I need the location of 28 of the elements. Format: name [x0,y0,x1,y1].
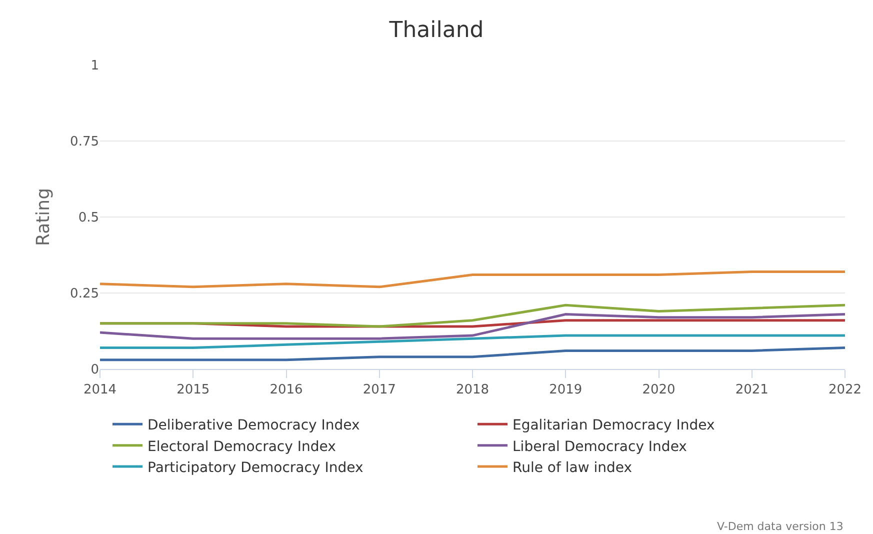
legend-label: Deliberative Democracy Index [148,418,360,434]
legend-label: Participatory Democracy Index [148,460,364,476]
x-tick-label: 2018 [456,382,490,398]
legend-label: Rule of law index [512,460,632,476]
x-tick-label: 2016 [270,382,303,398]
line-series [100,334,845,349]
line-series [100,304,845,328]
x-tick-label: 2021 [735,382,768,398]
legend-label: Electoral Democracy Index [148,438,336,455]
y-tick-label: 0.25 [70,286,99,302]
y-tick-label: 0 [90,362,99,378]
x-tick-label: 2017 [362,382,396,398]
x-tick-label: 2014 [83,382,117,398]
y-tick-label: 1 [90,58,99,74]
line-series [100,270,845,288]
legend-label: Liberal Democracy Index [512,438,687,455]
x-tick-label: 2022 [828,382,862,398]
line-series [100,346,845,362]
x-tick-label: 2020 [642,382,676,398]
chart-title: Thailand [388,18,484,43]
legend-label: Egalitarian Democracy Index [512,418,715,434]
y-axis-title: Rating [33,188,54,246]
x-tick-label: 2015 [176,382,210,398]
x-tick-label: 2019 [549,382,582,398]
text: V-Dem data version 13 [717,520,844,533]
y-tick-label: 0.5 [78,210,99,226]
y-tick-label: 0.75 [70,134,99,150]
line-series [100,313,845,340]
